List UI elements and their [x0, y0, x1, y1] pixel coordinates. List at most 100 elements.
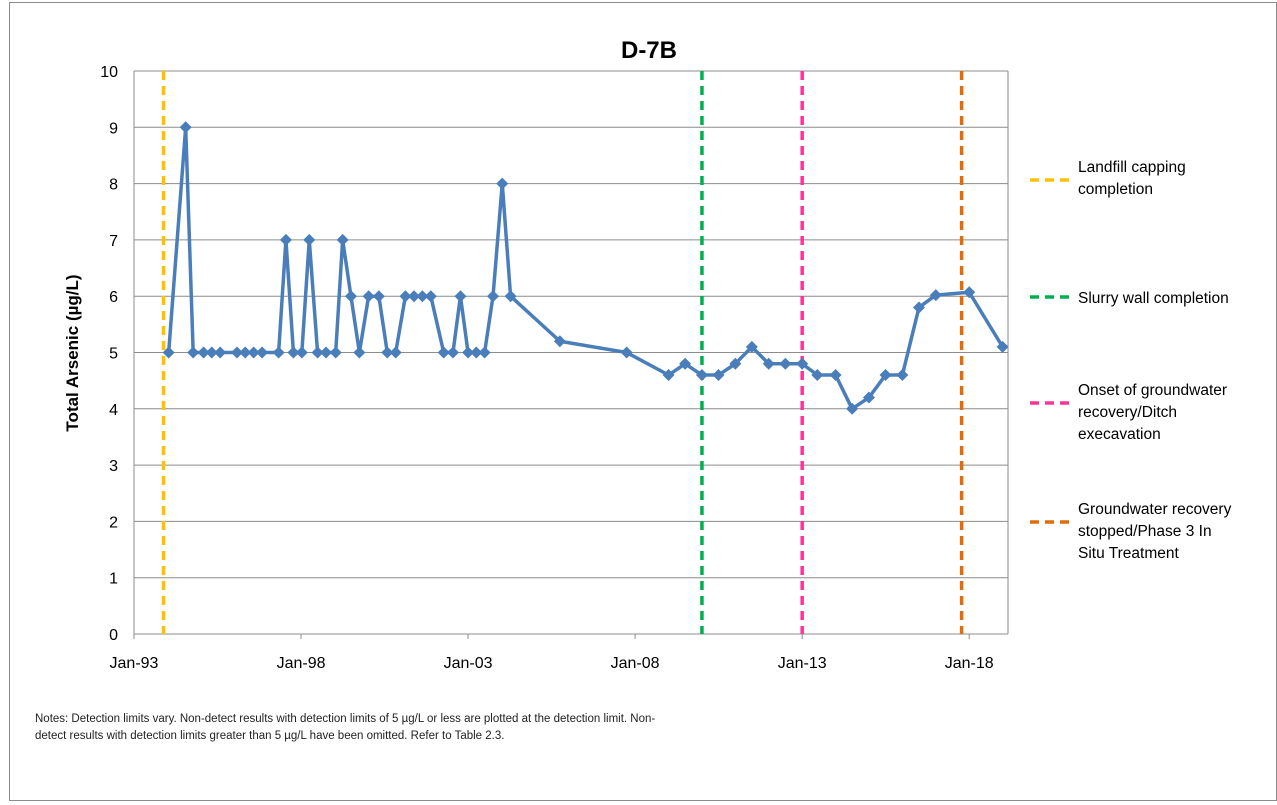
- data-point-46: [745, 340, 758, 353]
- data-point-35: [478, 346, 491, 359]
- data-point-12: [279, 233, 292, 246]
- y-tick-label-4: 4: [109, 402, 118, 419]
- data-point-37: [496, 177, 509, 190]
- legend-label-line: Situ Treatment: [1078, 545, 1179, 562]
- data-point-23: [372, 290, 385, 303]
- y-axis-label: Total Arsenic (µg/L): [63, 274, 82, 431]
- x-tick-label-Jan-08: Jan-08: [611, 655, 660, 672]
- legend-label-4: Groundwater recovery stopped/Phase 3 In Si…: [1078, 501, 1232, 562]
- x-tick-label-Jan-03: Jan-03: [444, 655, 493, 672]
- legend-label-line: stopped/Phase 3 In: [1078, 523, 1212, 540]
- y-tick-label-6: 6: [109, 289, 118, 306]
- y-tick-label-9: 9: [109, 120, 118, 137]
- data-point-54: [879, 369, 892, 382]
- data-point-20: [344, 290, 357, 303]
- data-point-5: [205, 346, 218, 359]
- data-point-56: [912, 301, 925, 314]
- data-point-36: [487, 290, 500, 303]
- legend-label-line: execavation: [1078, 426, 1161, 443]
- legend: Landfill capping completion Slurry wall co…: [1030, 159, 1232, 562]
- data-point-29: [424, 290, 437, 303]
- data-point-48: [779, 357, 792, 370]
- data-point-25: [389, 346, 402, 359]
- data-point-43: [695, 369, 708, 382]
- chart-title: D-7B: [621, 37, 677, 64]
- data-point-15: [303, 233, 316, 246]
- data-point-51: [829, 369, 842, 382]
- data-point-53: [862, 391, 875, 404]
- data-point-34: [470, 346, 483, 359]
- data-point-26: [399, 290, 412, 303]
- series-line-1: [166, 125, 1005, 411]
- data-point-9: [247, 346, 260, 359]
- data-point-11: [272, 346, 285, 359]
- data-point-30: [437, 346, 450, 359]
- chart-notes: Notes: Detection limits vary. Non-detect…: [35, 711, 935, 745]
- series-layer: [162, 121, 1009, 415]
- legend-label-line: Groundwater recovery: [1078, 501, 1232, 518]
- y-tick-label-3: 3: [109, 458, 118, 475]
- data-point-47: [762, 357, 775, 370]
- data-point-38: [504, 290, 517, 303]
- data-point-19: [336, 233, 349, 246]
- data-point-17: [319, 346, 332, 359]
- gridlines: [134, 70, 1008, 635]
- data-point-21: [353, 346, 366, 359]
- data-point-27: [407, 290, 420, 303]
- legend-label-3: Onset of groundwater recovery/Ditch execav…: [1078, 382, 1227, 443]
- data-point-44: [712, 369, 725, 382]
- data-point-10: [256, 346, 269, 359]
- data-point-1: [162, 346, 175, 359]
- data-point-59: [996, 340, 1009, 353]
- data-point-22: [362, 290, 375, 303]
- data-point-52: [846, 402, 859, 415]
- data-point-18: [329, 346, 342, 359]
- data-point-7: [230, 346, 243, 359]
- data-point-45: [729, 357, 742, 370]
- data-point-58: [963, 286, 976, 299]
- legend-label-line: Onset of groundwater: [1078, 382, 1227, 399]
- data-point-24: [381, 346, 394, 359]
- legend-label-1: Landfill capping completion: [1078, 159, 1186, 198]
- legend-label-line: recovery/Ditch: [1078, 404, 1177, 421]
- notes-line-1: Notes: Detection limits vary. Non-detect…: [35, 713, 656, 725]
- x-tick-label-Jan-13: Jan-13: [778, 655, 827, 672]
- y-tick-label-0: 0: [109, 627, 118, 644]
- y-tick-label-1: 1: [109, 571, 118, 588]
- y-tick-label-8: 8: [109, 177, 118, 194]
- data-point-16: [311, 346, 324, 359]
- data-point-41: [662, 369, 675, 382]
- y-tick-label-7: 7: [109, 233, 118, 250]
- legend-label-line: completion: [1078, 181, 1153, 198]
- data-point-57: [929, 289, 942, 302]
- axes: 0 1 2 3 4 5 6 7 8 9 10 Jan-93 Jan-98 Jan-03 Jan-08 Jan-…: [100, 64, 1009, 672]
- data-point-42: [679, 357, 692, 370]
- data-point-49: [796, 357, 809, 370]
- legend-label-2: Slurry wall completion: [1078, 290, 1229, 307]
- data-point-40: [620, 346, 633, 359]
- data-point-2: [179, 121, 192, 134]
- legend-label-line: Slurry wall completion: [1078, 290, 1229, 307]
- data-point-6: [214, 346, 227, 359]
- legend-label-line: Landfill capping: [1078, 159, 1186, 176]
- data-point-39: [553, 335, 566, 348]
- data-point-33: [462, 346, 475, 359]
- data-point-32: [454, 290, 467, 303]
- data-point-8: [239, 346, 252, 359]
- y-tick-label-10: 10: [100, 64, 118, 81]
- x-tick-label-Jan-18: Jan-18: [945, 655, 994, 672]
- notes-line-2: detect results with detection limits gre…: [35, 730, 505, 742]
- data-point-55: [896, 369, 909, 382]
- x-tick-label-Jan-93: Jan-93: [110, 655, 159, 672]
- data-point-28: [416, 290, 429, 303]
- data-point-3: [187, 346, 200, 359]
- data-point-31: [446, 346, 459, 359]
- data-point-50: [811, 369, 824, 382]
- data-point-4: [197, 346, 210, 359]
- event-lines: [161, 71, 964, 634]
- data-point-14: [295, 346, 308, 359]
- y-tick-label-5: 5: [109, 346, 118, 363]
- x-tick-label-Jan-98: Jan-98: [277, 655, 326, 672]
- data-point-13: [287, 346, 300, 359]
